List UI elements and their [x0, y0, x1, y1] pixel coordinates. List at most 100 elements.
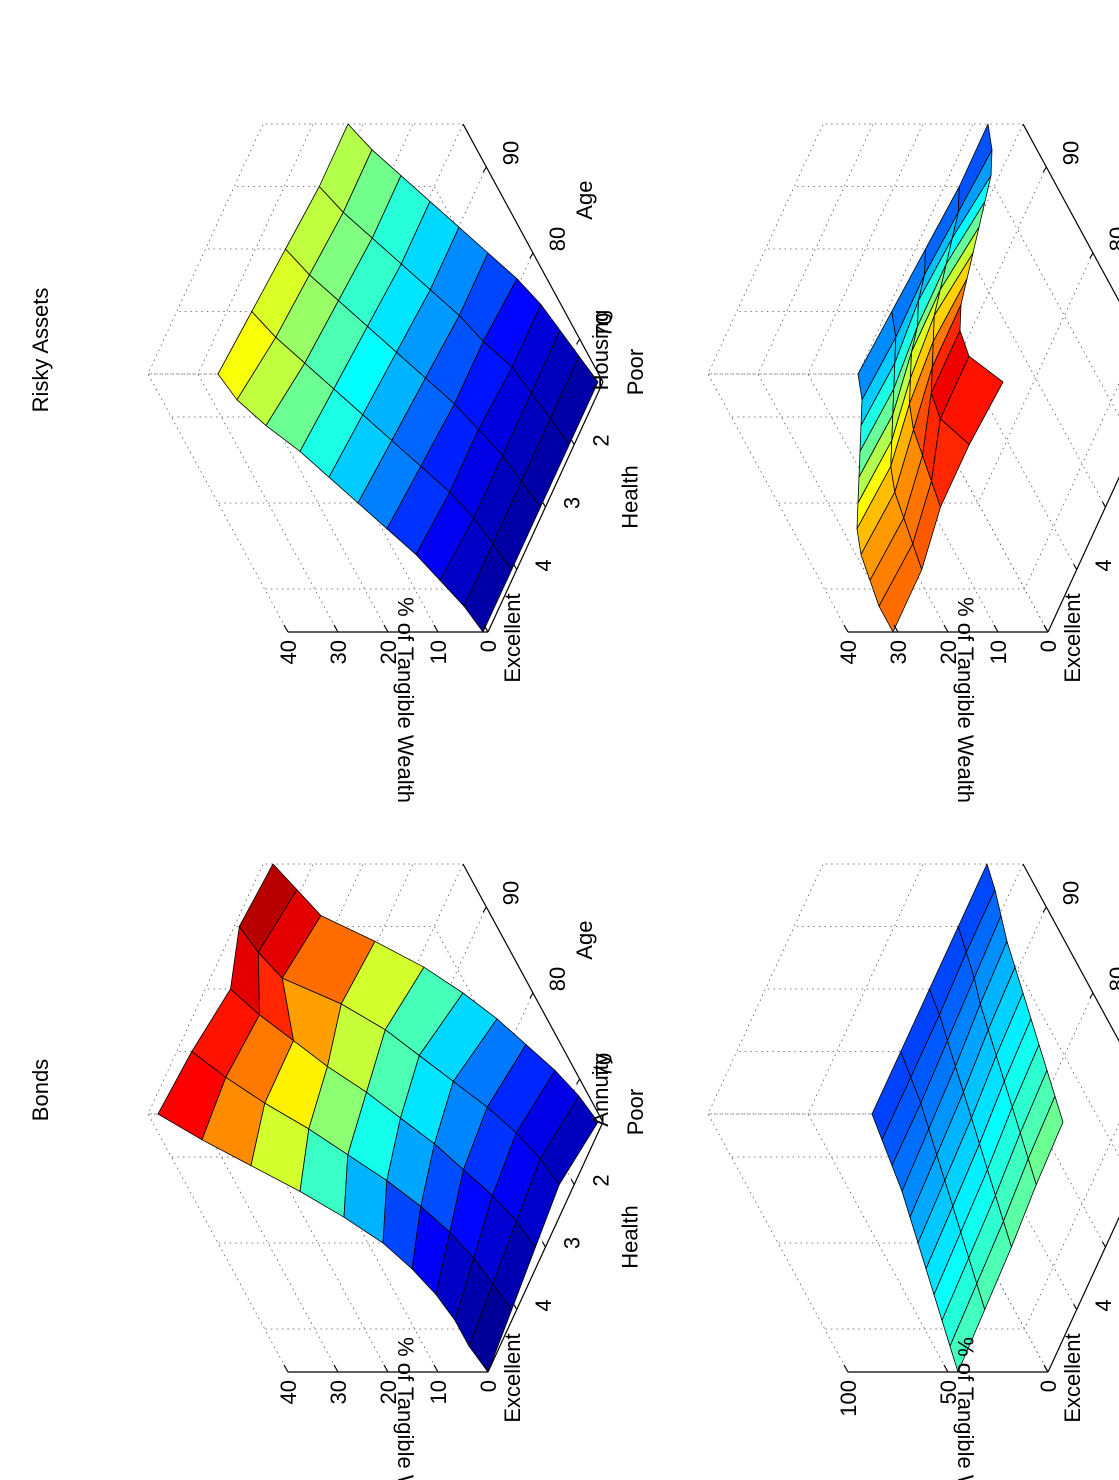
z-axis-title: % of Tangible Wealth — [953, 597, 978, 803]
age-tick — [1089, 992, 1094, 999]
chart-title: Bonds — [28, 1059, 53, 1121]
health-tick-label: 4 — [531, 559, 556, 571]
z-tick — [333, 1364, 339, 1373]
grid-line — [707, 123, 849, 633]
z-tick-label: 40 — [276, 1380, 301, 1404]
z-tick-label: 100 — [836, 1380, 861, 1417]
z-tick-label: 20 — [376, 640, 401, 664]
z-tick-label: 40 — [836, 640, 861, 664]
age-tick-label: 80 — [1105, 967, 1119, 991]
health-tick-label: Poor — [623, 1089, 648, 1135]
health-tick-label: 2 — [588, 434, 613, 446]
health-tick — [1044, 1366, 1049, 1373]
health-tick — [1073, 564, 1078, 570]
surface-patch — [539, 1095, 599, 1185]
z-tick-label: 0 — [1036, 640, 1061, 652]
grid-line — [778, 252, 1094, 504]
z-tick — [893, 624, 899, 633]
age-tick — [576, 1078, 581, 1085]
age-tick-label: 70 — [592, 1053, 617, 1077]
health-tick-label: 3 — [560, 1237, 585, 1249]
age-tick-label: 70 — [592, 313, 617, 337]
z-axis-title: % of Tangible Wealth — [393, 597, 418, 803]
health-tick — [541, 501, 547, 508]
z-tick-label: 0 — [476, 1380, 501, 1392]
age-tick — [482, 906, 487, 913]
health-tick — [513, 564, 518, 570]
chart-title: Housing — [588, 310, 613, 391]
age-tick-label: 90 — [498, 881, 523, 905]
age-tick-label: 80 — [545, 967, 570, 991]
z-tick — [943, 1364, 949, 1373]
health-tick-label: 4 — [1091, 1299, 1116, 1311]
health-tick-label: 4 — [531, 1299, 556, 1311]
z-tick-label: 10 — [426, 1380, 451, 1404]
z-tick-label: 20 — [936, 640, 961, 664]
health-tick — [1073, 1304, 1078, 1310]
panel-annuity: 050100Excellent432Poor708090HealthAge% o… — [588, 863, 1119, 1480]
z-tick — [843, 1364, 849, 1373]
health-axis-title: Health — [618, 1205, 643, 1269]
z-axis-title: % of Tangible Wealth — [953, 1337, 978, 1480]
panel-housing: 010203040Excellent432Poor708090HealthAge… — [588, 123, 1119, 803]
age-tick — [482, 166, 487, 173]
z-tick-label: 30 — [326, 640, 351, 664]
age-axis-title: Age — [572, 921, 597, 960]
z-tick — [283, 624, 289, 633]
z-axis-title: % of Tangible Wealth — [393, 1337, 418, 1480]
health-tick — [570, 1179, 575, 1185]
health-tick-label: 2 — [588, 1174, 613, 1186]
z-tick-label: 30 — [326, 1380, 351, 1404]
age-tick-label: 80 — [1105, 227, 1119, 251]
age-tick — [1042, 166, 1047, 173]
z-tick-label: 50 — [936, 1380, 961, 1404]
z-tick — [433, 1364, 439, 1373]
age-axis-title: Age — [572, 181, 597, 220]
surface-patch — [939, 355, 1004, 445]
surface-patch — [549, 355, 599, 445]
age-tick — [1042, 906, 1047, 913]
age-tick — [529, 252, 534, 259]
z-tick-label: 10 — [426, 640, 451, 664]
age-tick-label: 80 — [545, 227, 570, 251]
grid-line — [824, 1078, 1119, 1330]
z-tick — [943, 624, 949, 633]
z-tick — [283, 1364, 289, 1373]
z-tick — [843, 624, 849, 633]
age-tick — [529, 992, 534, 999]
health-tick — [599, 376, 604, 383]
health-tick — [1044, 626, 1049, 633]
age-tick — [1089, 252, 1094, 259]
z-tick — [383, 1364, 389, 1373]
health-tick — [484, 626, 489, 633]
age-tick-label: 90 — [498, 141, 523, 165]
surface-patch — [1027, 1095, 1064, 1185]
health-tick — [570, 439, 575, 445]
z-tick — [333, 624, 339, 633]
chart-title: Risky Assets — [28, 288, 53, 413]
health-tick — [513, 1304, 518, 1310]
z-tick-label: 40 — [276, 640, 301, 664]
health-axis-title: Health — [618, 465, 643, 529]
z-tick — [383, 624, 389, 633]
age-tick-label: 90 — [1058, 881, 1083, 905]
health-tick-label: 3 — [560, 497, 585, 509]
health-tick — [484, 1366, 489, 1373]
health-tick-label: Excellent — [1060, 593, 1085, 682]
health-tick — [1101, 501, 1107, 508]
age-tick-label: 90 — [1058, 141, 1083, 165]
health-tick — [1101, 1241, 1107, 1248]
health-tick-label: Excellent — [500, 593, 525, 682]
grid-line — [707, 863, 849, 1373]
z-tick-label: 0 — [1036, 1380, 1061, 1392]
grid-line — [824, 338, 1119, 590]
health-tick-label: 4 — [1091, 559, 1116, 571]
z-tick-label: 0 — [476, 640, 501, 652]
z-tick-label: 20 — [376, 1380, 401, 1404]
health-tick — [599, 1116, 604, 1123]
health-tick-label: Excellent — [1060, 1333, 1085, 1422]
